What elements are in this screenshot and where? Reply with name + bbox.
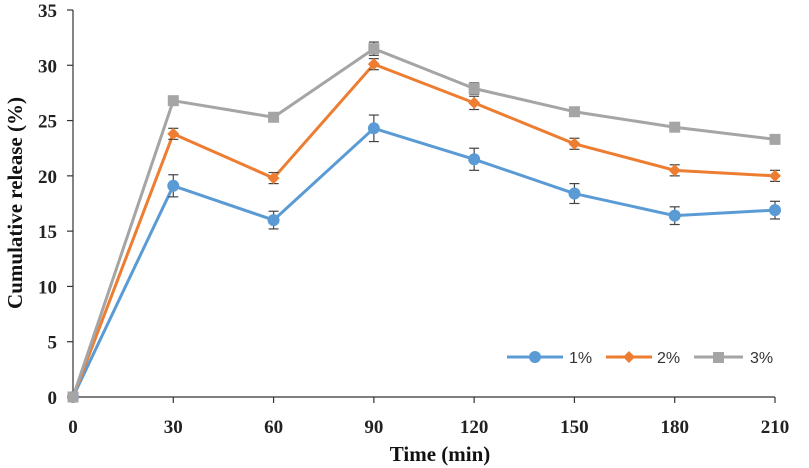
legend-item-2pct: 2% <box>606 350 680 367</box>
x-tick-label: 60 <box>264 417 283 438</box>
series-line <box>71 47 776 398</box>
y-tick-label: 30 <box>38 56 57 77</box>
x-tick-label: 180 <box>660 417 689 438</box>
data-point <box>468 83 480 95</box>
y-tick-label: 25 <box>38 112 57 133</box>
legend: 1% 2% 3% <box>507 350 773 367</box>
legend-item-1pct: 1% <box>507 350 592 367</box>
y-tick-label: 10 <box>38 277 57 298</box>
legend-item-3pct: 3% <box>694 350 773 367</box>
series-layer <box>67 41 781 403</box>
y-tick-label: 5 <box>48 333 58 354</box>
x-tick-label: 150 <box>560 417 589 438</box>
data-point <box>367 122 380 135</box>
x-tick-label: 0 <box>68 417 78 438</box>
legend-label: 1% <box>569 350 592 367</box>
x-ticks <box>72 397 776 403</box>
data-point <box>468 153 481 166</box>
data-point <box>769 204 781 217</box>
y-ticks <box>67 9 73 398</box>
data-point <box>267 214 280 227</box>
x-tick-label: 90 <box>364 417 383 438</box>
legend-label: 2% <box>657 350 680 367</box>
x-tick-label: 210 <box>761 417 790 438</box>
series-line <box>71 126 776 398</box>
series-3pct <box>67 41 781 403</box>
legend-marker-square <box>713 352 724 363</box>
data-point <box>268 111 280 123</box>
data-point <box>568 106 580 118</box>
series-1pct <box>67 114 781 403</box>
y-tick-label: 0 <box>48 388 58 409</box>
x-tick-labels: 0 30 60 90 120 150 180 210 <box>68 417 789 438</box>
legend-marker-diamond <box>623 351 635 363</box>
legend-marker-circle <box>529 351 541 363</box>
data-point <box>67 391 79 403</box>
legend-label: 3% <box>750 350 773 367</box>
data-point <box>468 96 481 109</box>
y-tick-labels: 0 5 10 15 20 25 30 35 <box>38 1 57 409</box>
data-point <box>167 127 180 140</box>
data-point <box>368 43 380 55</box>
data-point <box>769 169 781 182</box>
data-point <box>668 164 681 177</box>
y-axis-title: Cumulative release (%) <box>3 97 27 309</box>
data-point <box>769 133 781 145</box>
data-point <box>167 95 179 107</box>
y-tick-label: 20 <box>38 167 57 188</box>
data-point <box>267 172 280 185</box>
x-tick-label: 30 <box>164 417 183 438</box>
data-point <box>568 137 581 150</box>
data-point <box>167 179 180 192</box>
series-line <box>71 62 776 398</box>
y-tick-label: 15 <box>38 222 57 243</box>
data-point <box>668 209 681 222</box>
axes <box>72 10 775 398</box>
y-tick-label: 35 <box>38 1 57 22</box>
x-tick-label: 120 <box>460 417 489 438</box>
x-axis-title: Time (min) <box>390 442 491 466</box>
data-point <box>669 121 681 133</box>
data-point <box>568 187 581 200</box>
data-point <box>367 58 380 71</box>
